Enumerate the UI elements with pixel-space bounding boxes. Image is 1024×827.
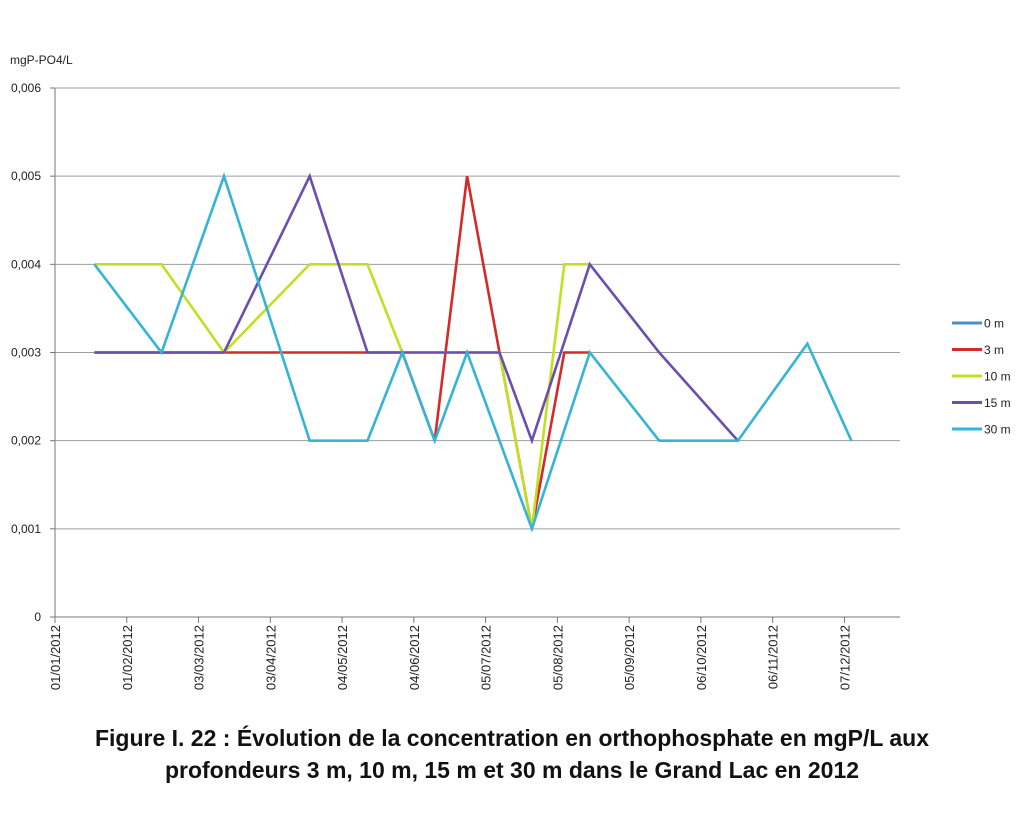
x-tick-label: 06/11/2012 [766,625,781,689]
y-tick-label: 0,004 [11,257,41,271]
legend-label: 30 m [984,423,1011,437]
y-tick-labels: 0 0,001 0,002 0,003 0,004 0,005 0,006 [11,81,55,624]
y-tick-label: 0,001 [11,522,41,536]
y-tick-label: 0,005 [11,169,41,183]
x-tick-label: 05/09/2012 [622,625,637,690]
y-tick-label: 0 [34,610,41,624]
x-tick-label: 05/07/2012 [479,625,494,690]
x-tick-label: 06/10/2012 [694,625,709,690]
legend: 0 m 3 m 10 m 15 m 30 m [952,317,1011,437]
figure-caption: Figure I. 22 : Évolution de la concentra… [0,722,1024,786]
x-tick-label: 04/05/2012 [335,625,350,690]
legend-label: 3 m [984,343,1004,357]
series-line-30m [93,172,853,533]
x-tick-label: 05/08/2012 [550,625,565,690]
y-tick-label: 0,003 [11,346,41,360]
y-axis-label: mgP-PO4/L [10,53,73,67]
x-tick-labels: 01/01/2012 01/02/2012 03/03/2012 03/04/2012… [48,617,852,690]
x-tick-label: 07/12/2012 [837,625,852,690]
x-tick-label: 03/04/2012 [263,625,278,690]
y-tick-label: 0,006 [11,81,41,95]
legend-label: 10 m [984,370,1011,384]
x-tick-label: 04/06/2012 [407,625,422,690]
legend-label: 15 m [984,396,1011,410]
x-tick-label: 03/03/2012 [192,625,207,690]
line-chart: mgP-PO4/L 0 0,001 0,002 0,003 0,004 0,005 0,00… [10,53,1011,690]
series-lines [93,172,853,533]
series-line-15m [94,172,739,445]
y-tick-label: 0,002 [11,434,41,448]
legend-label: 0 m [984,317,1004,331]
grid-lines [55,87,900,530]
caption-line-1: Figure I. 22 : Évolution de la concentra… [94,725,930,751]
x-tick-label: 01/01/2012 [48,625,63,690]
caption-line-2: profondeurs 3 m, 10 m, 15 m et 30 m dans… [164,757,860,783]
x-tick-label: 01/02/2012 [120,625,135,690]
